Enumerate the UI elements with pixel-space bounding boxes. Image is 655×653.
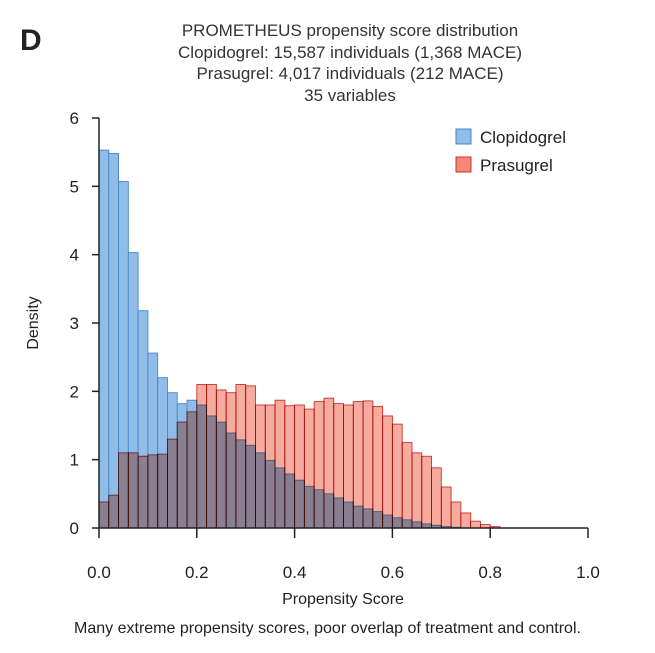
y-tick-label-1: 1 — [70, 451, 79, 470]
prasugrel-bar-12 — [215, 389, 227, 529]
prasugrel-bar-23 — [323, 397, 335, 529]
prasugrel-bar-18 — [274, 399, 286, 529]
prasugrel-bar-21 — [303, 408, 315, 529]
prasugrel-bar-7 — [167, 438, 178, 529]
prasugrel-bar-2 — [118, 452, 129, 529]
chart-subtitle-line-3: 35 variables — [304, 85, 396, 105]
prasugrel-bar-11 — [206, 384, 217, 529]
chart-title-block: PROMETHEUS propensity score distribution… — [40, 20, 655, 106]
prasugrel-bar-36 — [450, 501, 462, 529]
prasugrel-bar-5 — [147, 454, 159, 529]
prasugrel-bar-15 — [245, 385, 256, 529]
prasugrel-bar-25 — [343, 404, 354, 529]
prasugrel-bar-26 — [352, 401, 364, 529]
bars-layer — [98, 149, 501, 529]
x-tick-label-4: 0.8 — [478, 563, 502, 582]
y-axis-title: Density — [25, 296, 42, 349]
prasugrel-bar-35 — [440, 486, 452, 529]
panel-label: D — [20, 24, 42, 57]
prasugrel-bar-13 — [225, 392, 237, 529]
y-tick-label-3: 3 — [70, 314, 79, 333]
y-tick-label-2: 2 — [70, 382, 79, 401]
prasugrel-bar-6 — [157, 453, 168, 529]
prasugrel-bar-31 — [401, 442, 413, 529]
chart-subtitle-line-2: Prasugrel: 4,017 individuals (212 MACE) — [196, 64, 504, 83]
prasugrel-bar-16 — [255, 404, 266, 529]
prasugrel-bar-14 — [235, 384, 247, 529]
x-tick-label-2: 0.4 — [283, 563, 307, 582]
clopidogrel-bar-0 — [98, 149, 110, 529]
prasugrel-bar-24 — [333, 403, 344, 529]
legend-label-clopidogrel: Clopidogrel — [480, 128, 566, 147]
prasugrel-bar-3 — [127, 452, 139, 529]
prasugrel-bar-30 — [391, 423, 403, 529]
prasugrel-bar-4 — [137, 455, 149, 529]
x-axis-title: Propensity Score — [282, 591, 404, 608]
prasugrel-bar-0 — [98, 501, 110, 529]
chart-title: PROMETHEUS propensity score distribution — [181, 21, 519, 40]
prasugrel-bar-17 — [264, 404, 276, 529]
y-tick-label-0: 0 — [70, 519, 79, 538]
x-tick-label-5: 1.0 — [576, 563, 600, 582]
prasugrel-bar-9 — [186, 411, 198, 529]
prasugrel-bar-34 — [431, 467, 442, 529]
y-ticks-layer: 0 1 2 3 4 5 6 — [70, 109, 99, 538]
prasugrel-bar-27 — [362, 400, 374, 529]
legend-swatch-clopidogrel — [455, 128, 472, 145]
legend: Clopidogrel Prasugrel — [455, 128, 566, 175]
prasugrel-bar-22 — [313, 401, 325, 529]
x-tick-label-1: 0.2 — [185, 563, 209, 582]
prasugrel-bar-20 — [294, 404, 305, 529]
prasugrel-bar-29 — [382, 415, 393, 529]
clopidogrel-bar-1 — [108, 153, 120, 529]
y-tick-label-5: 5 — [70, 177, 79, 196]
legend-label-prasugrel: Prasugrel — [480, 156, 553, 175]
prasugrel-bar-10 — [196, 384, 208, 529]
chart-subtitle-line-1: Clopidogrel: 15,587 individuals (1,368 M… — [178, 42, 522, 62]
prasugrel-bar-8 — [176, 421, 188, 529]
prasugrel-bar-28 — [372, 405, 384, 529]
prasugrel-bar-37 — [460, 512, 472, 529]
prasugrel-bar-1 — [108, 494, 120, 529]
prasugrel-bar-33 — [421, 455, 432, 529]
chart-caption: Many extreme propensity scores, poor ove… — [74, 620, 581, 637]
y-tick-label-6: 6 — [70, 109, 79, 128]
prasugrel-bar-38 — [470, 520, 481, 529]
prasugrel-bar-19 — [284, 405, 296, 529]
x-tick-label-3: 0.6 — [381, 563, 405, 582]
legend-swatch-prasugrel — [455, 156, 472, 173]
prasugrel-bar-32 — [411, 452, 423, 529]
x-ticks-layer: 0.0 0.2 0.4 0.6 0.8 1.0 — [87, 528, 600, 582]
x-tick-label-0: 0.0 — [87, 563, 111, 582]
y-tick-label-4: 4 — [70, 246, 79, 265]
